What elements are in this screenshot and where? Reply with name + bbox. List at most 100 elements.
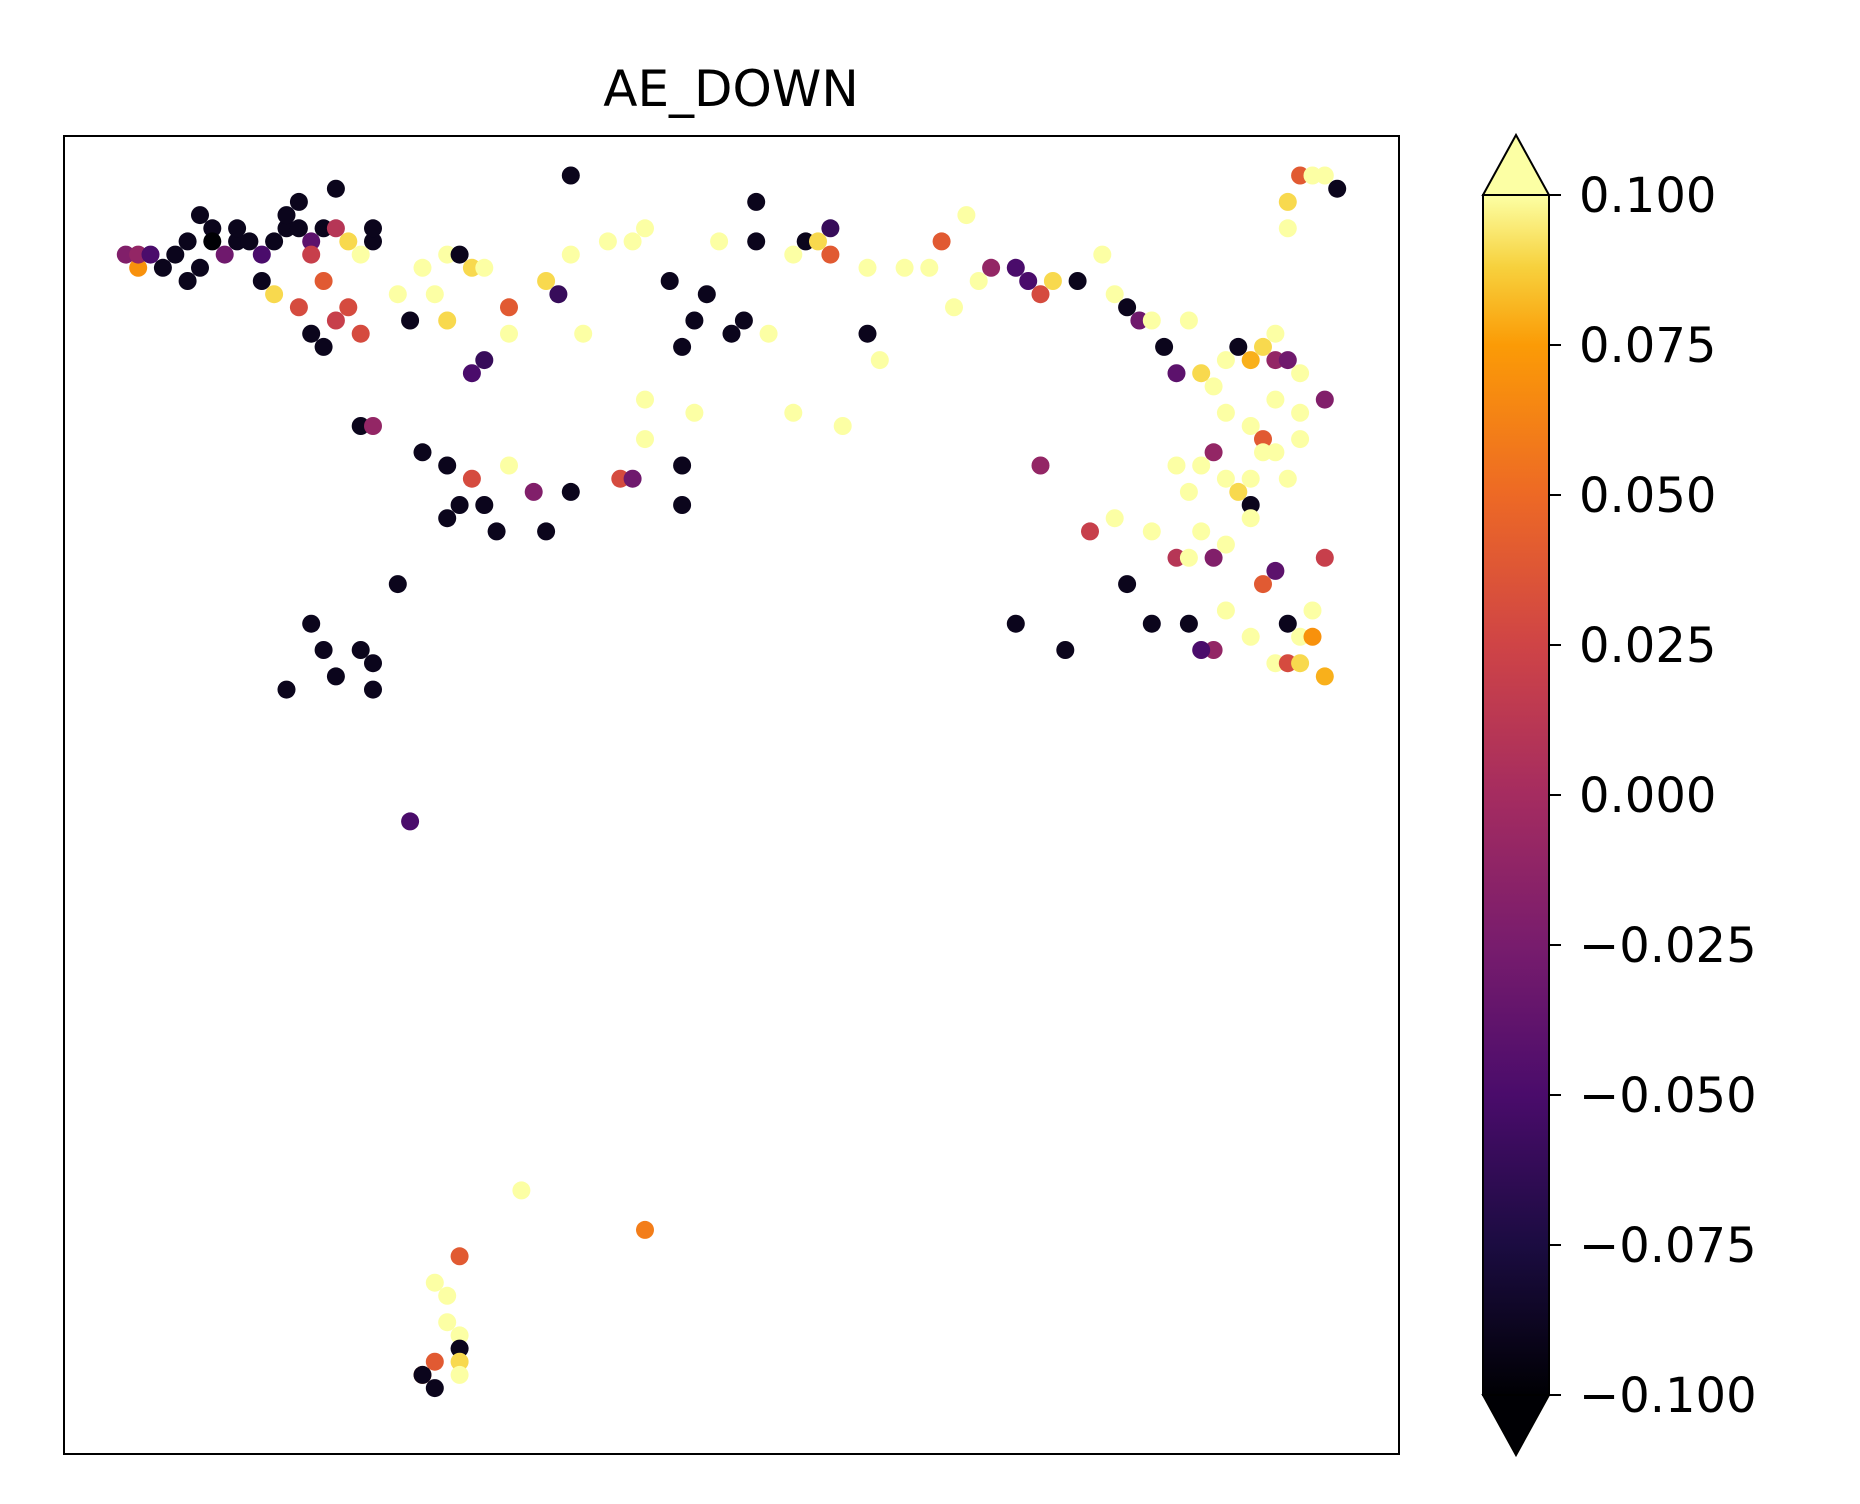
data-point	[524, 482, 543, 501]
data-point	[450, 1365, 469, 1384]
data-point	[697, 285, 716, 304]
data-point	[351, 641, 370, 659]
data-point	[314, 219, 333, 238]
data-point	[475, 496, 494, 514]
data-point	[1118, 298, 1137, 317]
data-point	[1278, 614, 1297, 633]
data-point	[487, 522, 506, 541]
data-point	[734, 311, 753, 330]
data-point	[215, 245, 234, 264]
data-point	[289, 219, 308, 238]
plot-area	[63, 135, 1400, 1455]
data-point	[1216, 535, 1235, 554]
data-point	[636, 219, 654, 238]
data-point	[450, 1326, 469, 1345]
data-point	[1179, 482, 1198, 501]
data-point	[1179, 548, 1198, 567]
data-point	[401, 812, 420, 831]
data-point	[1241, 417, 1260, 435]
data-point	[1192, 641, 1211, 659]
data-point	[1303, 166, 1322, 185]
data-point	[1303, 601, 1322, 620]
data-point	[537, 272, 556, 290]
data-point	[252, 272, 271, 290]
data-point	[685, 403, 704, 422]
data-point	[1006, 258, 1025, 277]
data-point	[228, 219, 247, 238]
data-point	[178, 272, 197, 290]
data-point	[351, 417, 370, 435]
data-point	[611, 469, 630, 488]
data-point	[598, 232, 617, 251]
data-point	[1266, 324, 1285, 343]
data-point	[1266, 351, 1285, 370]
data-point	[425, 1352, 444, 1371]
data-point	[1216, 351, 1235, 370]
colorbar-tick-label: −0.025	[1579, 918, 1757, 974]
data-point	[685, 311, 704, 330]
data-point	[1328, 179, 1347, 198]
data-point	[1291, 654, 1310, 673]
data-point	[153, 258, 172, 277]
data-point	[1179, 311, 1198, 330]
data-point	[326, 311, 345, 330]
data-point	[722, 324, 741, 343]
data-point	[1254, 430, 1272, 449]
data-point	[809, 232, 827, 251]
data-point	[314, 272, 333, 290]
data-point	[413, 443, 432, 462]
data-point	[1216, 403, 1235, 422]
data-point	[1291, 403, 1310, 422]
data-point	[1229, 482, 1248, 501]
data-point	[302, 324, 321, 343]
data-point	[1192, 522, 1211, 541]
data-point	[1254, 443, 1272, 462]
data-point	[747, 232, 766, 251]
data-point	[1142, 311, 1161, 330]
data-point	[1204, 641, 1223, 659]
data-point	[1229, 337, 1248, 356]
data-point	[129, 258, 148, 277]
data-point	[425, 1379, 444, 1398]
data-point	[500, 456, 518, 475]
data-point	[314, 641, 333, 659]
data-point	[636, 430, 654, 449]
data-point	[1315, 390, 1334, 409]
data-point	[438, 509, 457, 528]
data-point	[1068, 272, 1087, 290]
data-point	[401, 311, 420, 330]
data-point	[462, 469, 481, 488]
data-point	[462, 364, 481, 383]
data-point	[450, 1247, 469, 1266]
data-point	[1130, 311, 1149, 330]
data-point	[314, 337, 333, 356]
data-point	[141, 245, 160, 264]
data-point	[858, 324, 877, 343]
data-point	[191, 258, 209, 277]
data-point	[1081, 522, 1099, 541]
data-point	[450, 245, 469, 264]
data-point	[796, 232, 815, 251]
data-point	[475, 351, 494, 370]
data-point	[252, 245, 271, 264]
data-point	[833, 417, 852, 435]
chart-title: AE_DOWN	[603, 60, 859, 118]
data-point	[1278, 219, 1297, 238]
data-point	[413, 1365, 432, 1384]
data-point	[364, 232, 382, 251]
data-point	[364, 417, 382, 435]
data-point	[1204, 377, 1223, 396]
data-point	[623, 232, 642, 251]
data-point	[326, 219, 345, 238]
data-point	[945, 298, 963, 317]
data-point	[1204, 548, 1223, 567]
data-point	[116, 245, 135, 264]
data-point	[673, 456, 692, 475]
data-point	[1093, 245, 1112, 264]
data-point	[1254, 337, 1272, 356]
colorbar-extend-max	[1481, 132, 1551, 196]
data-point	[265, 232, 284, 251]
data-point	[364, 219, 382, 238]
data-point	[1118, 575, 1137, 594]
